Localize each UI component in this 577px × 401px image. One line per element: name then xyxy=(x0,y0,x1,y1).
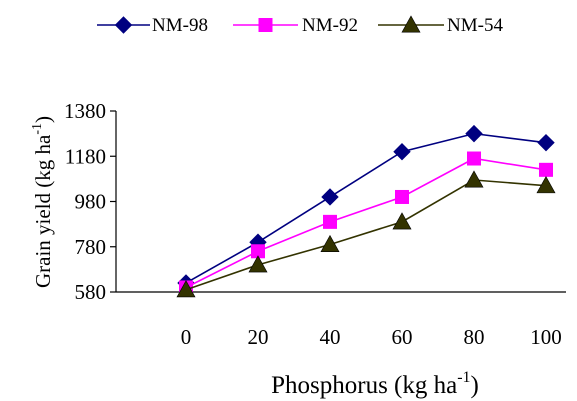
legend-label: NM-54 xyxy=(447,15,503,36)
data-point xyxy=(392,212,412,230)
legend-label: NM-98 xyxy=(152,15,208,36)
data-point xyxy=(465,124,483,143)
data-point xyxy=(393,143,411,161)
legend-label: NM-92 xyxy=(302,15,358,36)
y-tick-label: 780 xyxy=(75,235,107,259)
legend-item-nm-98: NM-98 xyxy=(97,15,208,36)
data-point xyxy=(537,133,555,152)
x-axis-title-superscript: -1 xyxy=(457,369,470,386)
data-point xyxy=(464,170,484,188)
data-point xyxy=(467,151,481,166)
x-axis-title: Phosphorus (kg ha-1) xyxy=(271,369,479,399)
x-axis: 0 20 40 60 80 100 xyxy=(116,291,566,349)
series-line xyxy=(185,132,547,284)
x-tick-label: 100 xyxy=(530,325,562,349)
x-tick-label: 0 xyxy=(181,325,192,349)
y-tick-label: 580 xyxy=(75,280,107,304)
x-tick-label: 80 xyxy=(464,325,485,349)
data-point xyxy=(176,280,196,298)
series-line xyxy=(185,157,547,289)
legend-marker xyxy=(401,15,421,33)
y-axis: 580 780 980 1180 1380 xyxy=(64,99,117,304)
data-point xyxy=(321,188,339,206)
data-point xyxy=(395,189,409,204)
y-axis-title-superscript: -1 xyxy=(30,123,45,135)
data-point xyxy=(248,255,268,273)
x-axis-title-text: Phosphorus (kg ha xyxy=(271,372,457,399)
legend-marker xyxy=(258,18,273,32)
y-tick-label: 1380 xyxy=(64,99,106,123)
data-point xyxy=(539,162,553,177)
y-axis-title-close: ) xyxy=(31,116,55,123)
data-point xyxy=(251,244,265,259)
x-tick-label: 40 xyxy=(320,325,341,349)
data-point xyxy=(320,234,340,252)
data-point xyxy=(323,214,337,229)
y-tick-label: 980 xyxy=(75,190,107,214)
x-tick-label: 60 xyxy=(392,325,413,349)
y-axis-title: Grain yield (kg ha-1) xyxy=(30,116,55,288)
series-nm-54 xyxy=(176,170,556,298)
series-group xyxy=(176,124,556,298)
data-point xyxy=(536,176,556,194)
y-tick-label: 1180 xyxy=(65,144,106,168)
y-axis-title-text: Grain yield (kg ha xyxy=(31,134,55,288)
legend-item-nm-54: NM-54 xyxy=(378,15,503,36)
x-tick-label: 20 xyxy=(248,325,269,349)
legend-marker xyxy=(114,16,133,34)
series-nm-98 xyxy=(177,124,555,292)
legend-item-nm-92: NM-92 xyxy=(233,15,358,36)
x-axis-title-close: ) xyxy=(471,372,479,399)
legend: NM-98 NM-92 NM-54 xyxy=(97,15,503,36)
series-line xyxy=(185,179,547,291)
